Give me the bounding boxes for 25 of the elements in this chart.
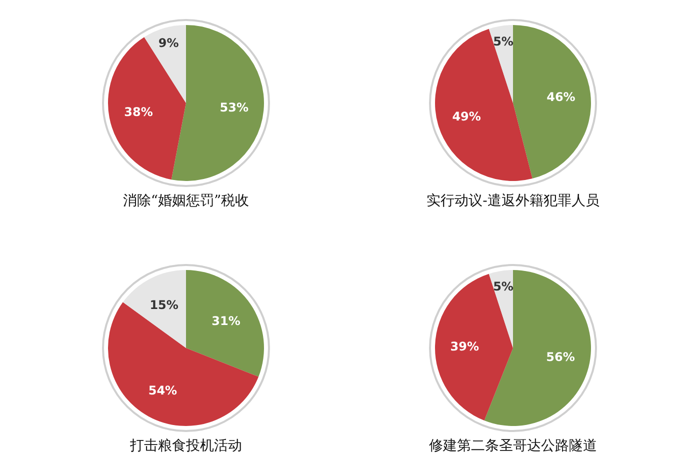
data-label: 31% [212,314,240,328]
data-label: 39% [450,339,480,354]
text: 打击粮食投机活动 [129,438,242,454]
pie-slice [144,25,186,103]
data-label: 54% [148,383,178,398]
text: 实行动议-遣返外籍犯罪人员 [426,193,600,209]
data-label: 38% [124,105,153,120]
pie-slice [484,270,591,426]
pie-slice [435,274,513,421]
data-label: 53% [220,100,249,115]
data-label: 5% [493,34,514,48]
pie-slice [435,28,532,181]
pie-slice [513,25,591,179]
data-label: 15% [150,298,178,312]
pie-slice [108,37,186,180]
text: 修建第二条圣哥达公路隧道 [429,438,597,454]
data-label: 49% [452,109,481,124]
pie-slice [122,270,186,348]
pie-slice [108,302,259,426]
data-label: 56% [546,350,575,364]
data-label: 46% [546,90,576,104]
data-label: 9% [158,36,179,50]
text: 消除“婚姻惩罚”税收 [122,193,250,209]
pie-slice [186,270,264,377]
data-label: 5% [493,279,514,294]
